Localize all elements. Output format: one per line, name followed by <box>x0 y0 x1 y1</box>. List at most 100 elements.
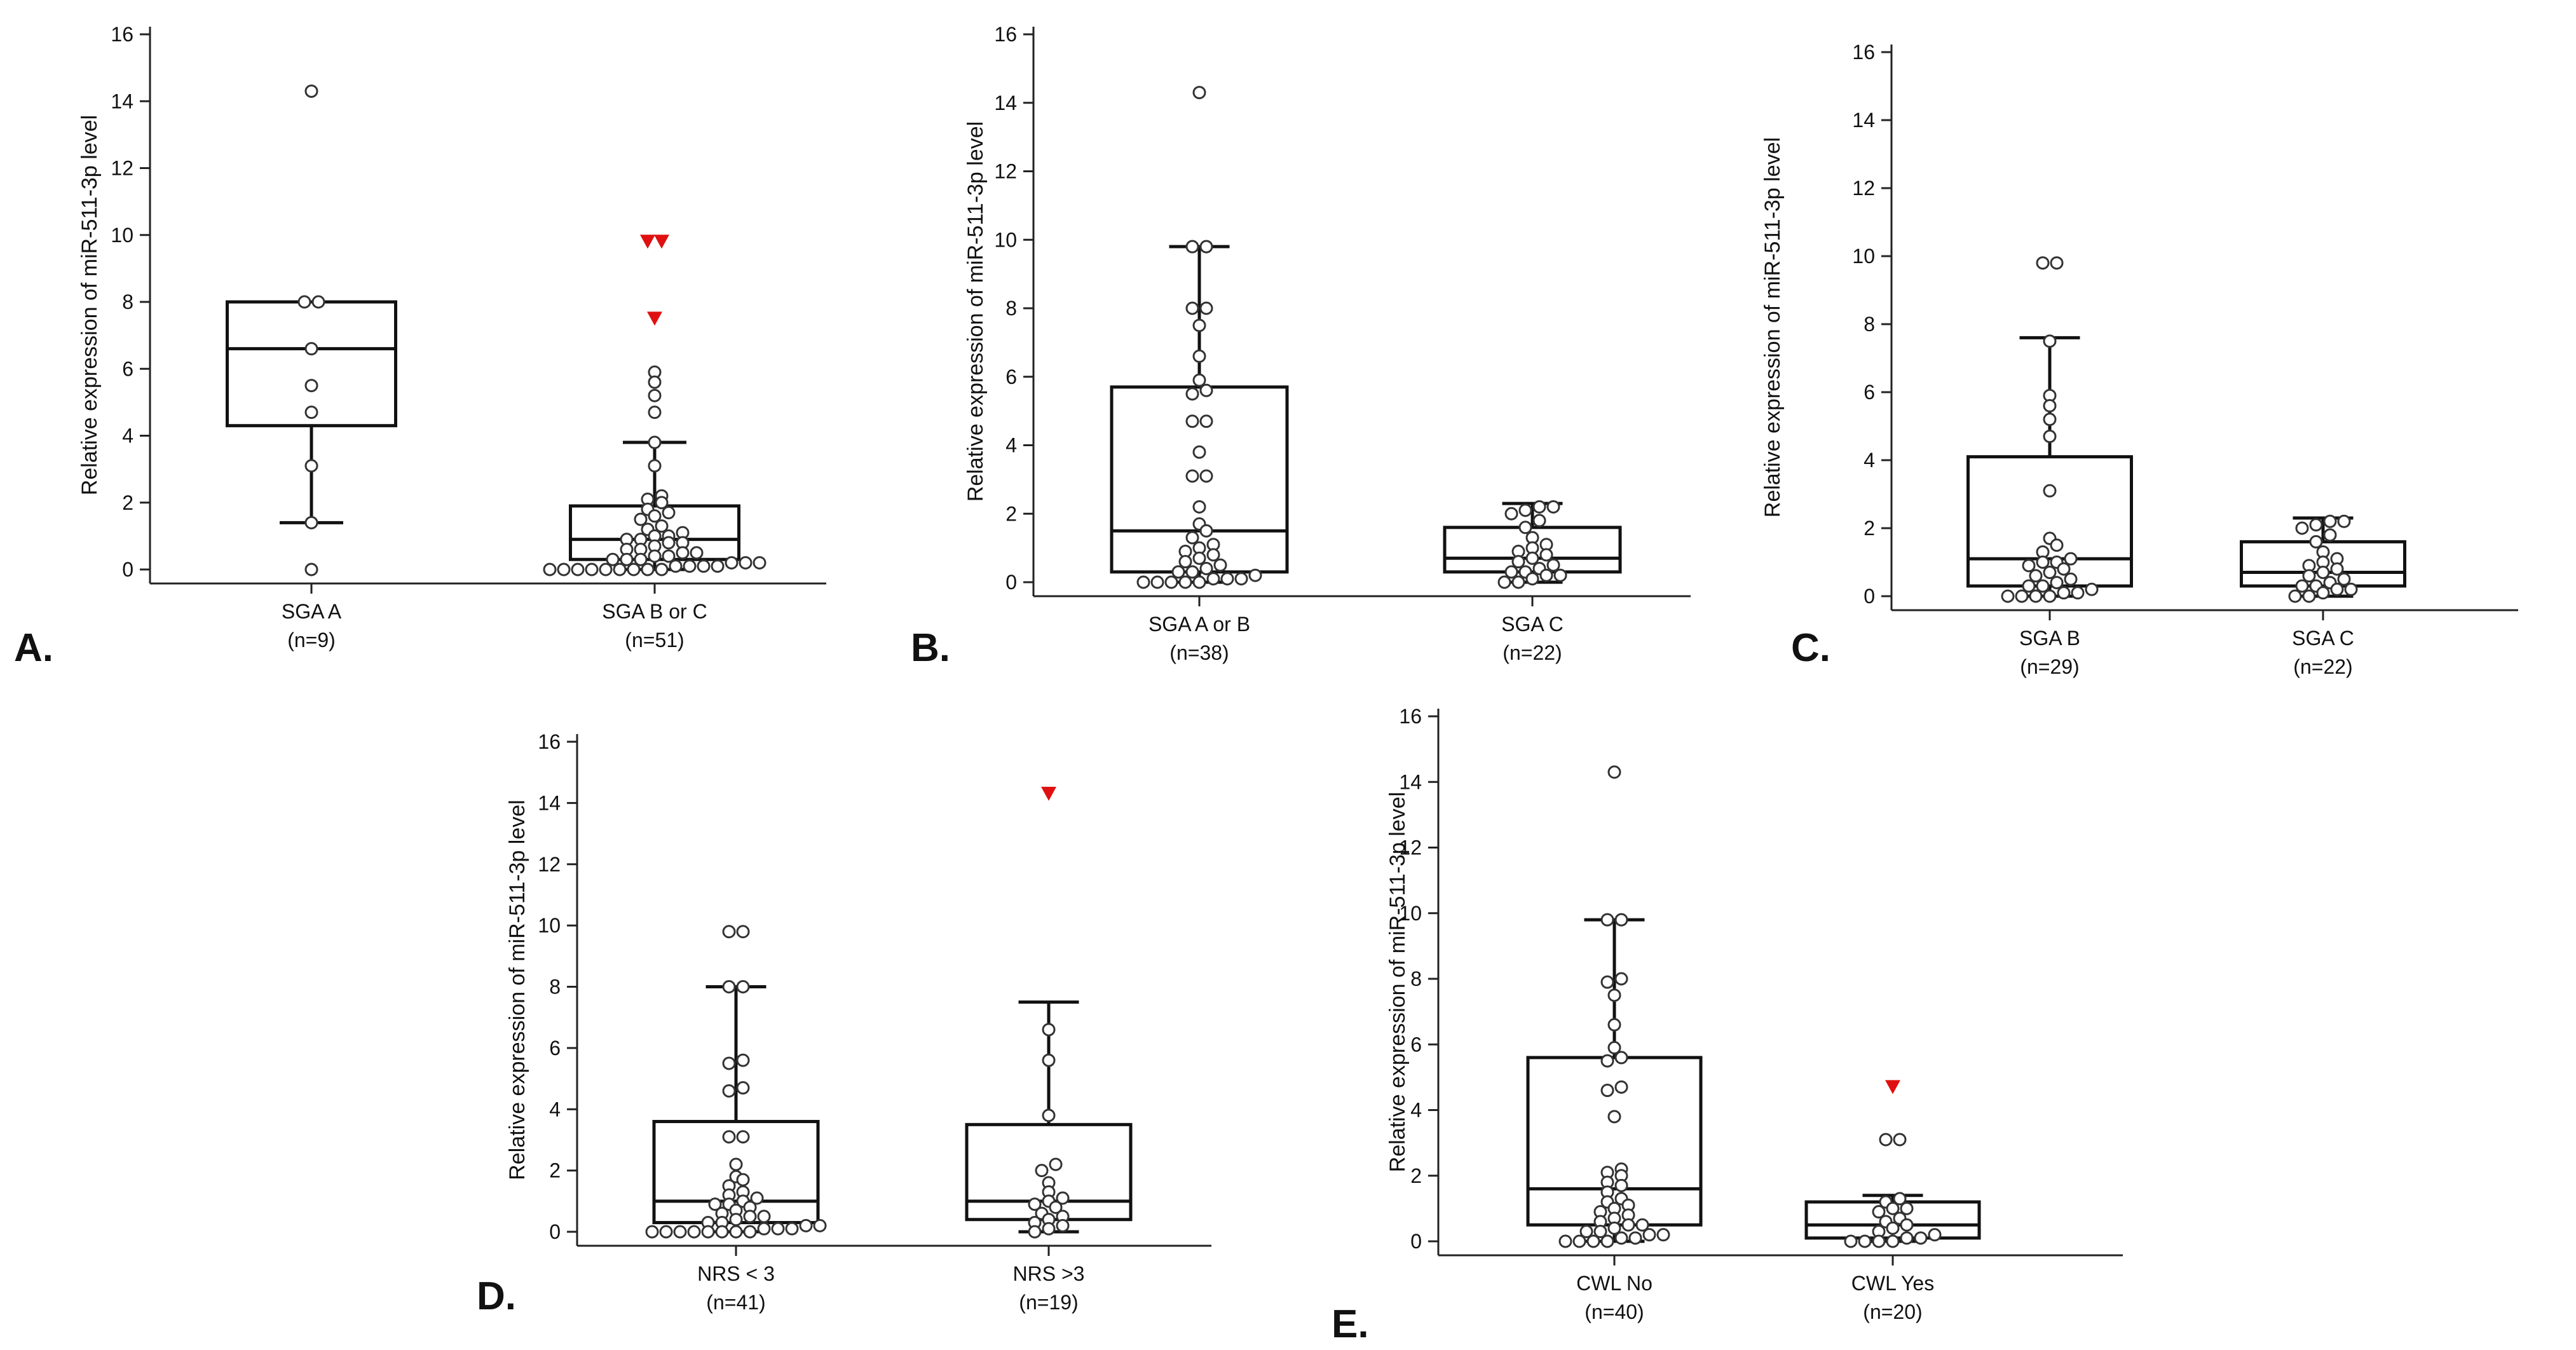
data-point <box>722 925 736 939</box>
group-0: SGA B (n=29) <box>1966 256 2133 678</box>
data-point <box>669 559 683 573</box>
data-point <box>1607 1110 1621 1124</box>
panel-a: 0 2 4 6 8 10 12 14 16 Relative expression of miR-… <box>14 23 826 670</box>
data-point <box>1192 318 1206 332</box>
y-tick-label: 16 <box>111 23 133 46</box>
data-point <box>599 562 613 576</box>
category-n-label: (n=51) <box>625 629 684 651</box>
data-point <box>1199 240 1213 254</box>
data-point <box>2064 572 2078 586</box>
data-point <box>2043 412 2057 426</box>
y-tick-label: 16 <box>538 730 561 753</box>
data-point <box>1504 565 1518 579</box>
category-label: SGA B <box>2019 627 2080 650</box>
data-point <box>1511 575 1525 589</box>
data-point <box>655 562 669 576</box>
data-point <box>1192 445 1206 459</box>
outlier-marker <box>1885 1080 1900 1094</box>
data-point <box>753 556 767 569</box>
data-point <box>645 1225 659 1239</box>
data-point <box>1136 575 1150 589</box>
data-point <box>2029 569 2043 583</box>
data-point <box>757 1222 771 1236</box>
data-point <box>2043 399 2057 412</box>
category-n-label: (n=22) <box>2293 655 2352 678</box>
data-point <box>1914 1231 1928 1245</box>
data-point <box>606 552 620 566</box>
data-point <box>1525 572 1539 586</box>
category-label: CWL Yes <box>1851 1272 1934 1295</box>
data-point <box>1192 373 1206 387</box>
data-point <box>1872 1234 1886 1248</box>
data-point <box>1579 1225 1593 1239</box>
group-1: SGA C (n=22) <box>2240 514 2406 678</box>
data-point <box>1248 568 1262 582</box>
data-point <box>648 435 662 449</box>
category-label: CWL No <box>1576 1272 1653 1295</box>
data-point <box>648 406 662 419</box>
data-point <box>2015 589 2029 603</box>
data-point <box>304 406 318 419</box>
data-point <box>613 562 627 576</box>
outlier-marker <box>640 235 655 249</box>
category-label: NRS < 3 <box>697 1262 775 1285</box>
data-point <box>743 1225 757 1239</box>
group-1: SGA C (n=22) <box>1443 500 1622 664</box>
data-point <box>620 552 634 566</box>
panel-label: E. <box>1332 1302 1369 1346</box>
data-point <box>1607 1221 1621 1235</box>
data-point <box>648 509 662 523</box>
data-point <box>1185 565 1199 579</box>
data-point <box>648 549 662 563</box>
data-point <box>655 519 669 533</box>
y-tick-label: 0 <box>549 1220 561 1243</box>
group-1: NRS >3 (n=19) <box>965 786 1133 1314</box>
data-point <box>1199 561 1213 575</box>
data-point <box>1525 551 1539 565</box>
data-point <box>662 549 676 563</box>
data-point <box>543 562 557 576</box>
data-point <box>1192 86 1206 100</box>
data-point <box>2302 569 2316 583</box>
y-axis-title: Relative expression of miR-511-3p level <box>1386 792 1410 1172</box>
data-point <box>1199 524 1213 538</box>
data-point <box>771 1222 785 1236</box>
data-point <box>2029 589 2043 603</box>
data-point <box>690 546 704 560</box>
data-point <box>2057 562 2071 576</box>
data-point <box>676 546 690 560</box>
y-tick-label: 16 <box>1399 705 1422 728</box>
data-point <box>648 375 662 389</box>
y-tick-label: 2 <box>1410 1164 1422 1187</box>
data-point <box>1586 1234 1600 1248</box>
data-point <box>722 1130 736 1144</box>
y-tick-label: 2 <box>122 491 133 514</box>
data-point <box>1546 500 1560 514</box>
data-point <box>2330 562 2344 576</box>
data-point <box>659 1225 673 1239</box>
data-point <box>1600 975 1614 989</box>
y-tick-label: 4 <box>1005 434 1017 457</box>
y-tick-label: 14 <box>994 92 1017 114</box>
data-point <box>1171 565 1185 579</box>
data-point <box>1614 1178 1628 1192</box>
data-point <box>1600 1084 1614 1098</box>
panel-e: 0 2 4 6 8 10 12 14 16 Relative expression of miR-… <box>1332 705 2123 1346</box>
panel-d: 0 2 4 6 8 10 12 14 16 Relative expression of miR-… <box>477 730 1211 1318</box>
panel-b: 0 2 4 6 8 10 12 14 16 Relative expression of miR-… <box>911 23 1691 670</box>
data-point <box>1558 1234 1572 1248</box>
data-point <box>2050 576 2064 590</box>
data-point <box>673 1225 687 1239</box>
data-point <box>1192 349 1206 363</box>
data-point <box>701 1225 715 1239</box>
data-point <box>736 1053 750 1067</box>
data-point <box>641 562 655 576</box>
data-point <box>662 506 676 520</box>
y-tick-label: 4 <box>1864 449 1875 472</box>
data-point <box>736 1081 750 1095</box>
category-label: SGA A <box>282 600 342 623</box>
group-0: SGA A (n=9) <box>226 84 397 651</box>
y-tick-label: 2 <box>549 1159 561 1182</box>
y-tick-label: 4 <box>1410 1099 1422 1122</box>
data-point <box>1220 572 1234 586</box>
